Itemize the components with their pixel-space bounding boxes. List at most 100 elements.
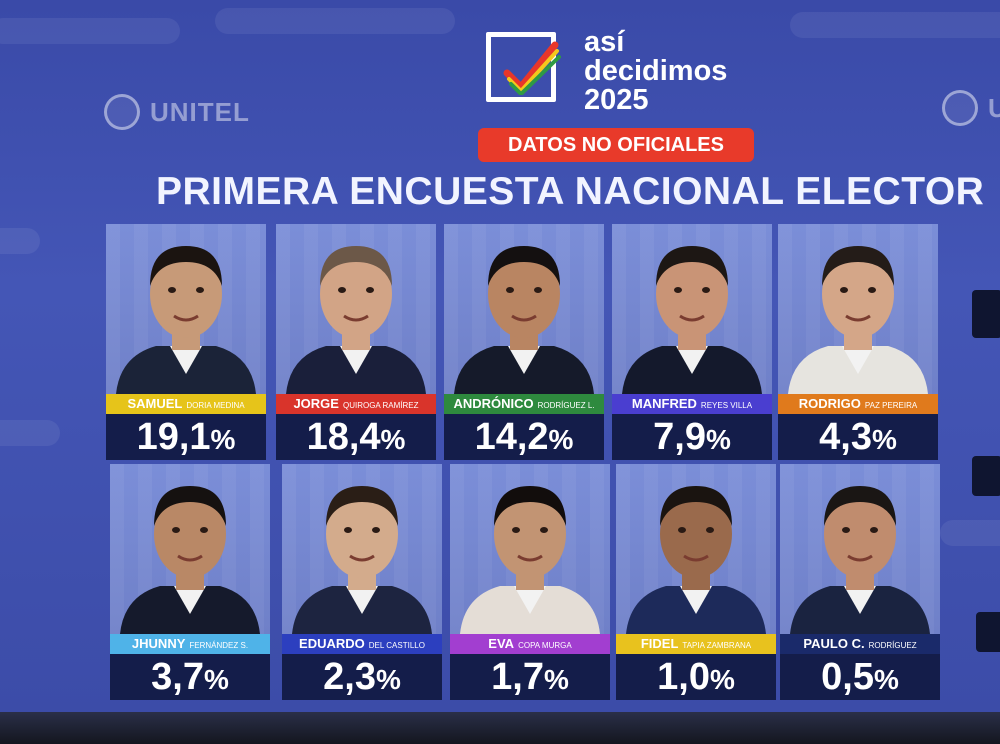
candidate-photo [276, 224, 436, 394]
candidate-last-name: DORIA MEDINA [186, 401, 245, 410]
deco-bar [790, 12, 1000, 38]
percent-sign: % [210, 424, 236, 455]
candidate-card: EDUARDO DEL CASTILLO 2,3% [282, 464, 442, 700]
candidate-photo [616, 464, 776, 634]
watermark-text: UNITEL [150, 96, 250, 127]
unitel-logo-icon [104, 94, 140, 130]
candidate-first-name: PAULO C. [803, 636, 865, 651]
candidate-percent: 1,0% [616, 654, 776, 700]
percent-value: 19,1 [136, 416, 211, 458]
unitel-watermark: UNITEL [942, 90, 1000, 126]
candidate-first-name: SAMUEL [127, 396, 183, 411]
right-edge-mark [976, 612, 1000, 652]
percent-sign: % [709, 664, 735, 695]
candidate-first-name: EDUARDO [299, 636, 365, 651]
candidate-name-bar: ANDRÓNICO RODRÍGUEZ L. [444, 394, 604, 414]
candidate-first-name: ANDRÓNICO [453, 396, 534, 411]
candidate-name-bar: RODRIGO PAZ PEREIRA [778, 394, 938, 414]
candidate-photo [612, 224, 772, 394]
candidate-percent: 19,1% [106, 414, 266, 460]
candidate-first-name: RODRIGO [798, 396, 861, 411]
candidate-last-name: PAZ PEREIRA [864, 401, 918, 410]
candidate-last-name: RODRÍGUEZ [868, 641, 917, 650]
percent-value: 14,2 [474, 416, 549, 458]
percent-value: 2,3 [323, 656, 376, 698]
candidate-photo [778, 224, 938, 394]
watermark-text: UNITEL [988, 92, 1000, 123]
candidate-name-bar: JHUNNY FERNÁNDEZ S. [110, 634, 270, 654]
right-edge-mark [972, 456, 1000, 496]
broadcast-screen: así decidimos 2025 UNITEL UNITEL DATOS N… [0, 0, 1000, 720]
deco-bar [0, 420, 60, 446]
percent-sign: % [548, 424, 574, 455]
candidate-name-bar: FIDEL TAPIA ZAMBRANA [616, 634, 776, 654]
ballot-check-icon [486, 32, 561, 102]
candidate-card: EVA COPA MURGA 1,7% [450, 464, 610, 700]
logo-line-2: decidimos [584, 55, 728, 87]
candidate-name-bar: PAULO C. RODRÍGUEZ [780, 634, 940, 654]
candidate-percent: 7,9% [612, 414, 772, 460]
candidate-percent: 3,7% [110, 654, 270, 700]
candidate-photo [282, 464, 442, 634]
right-edge-mark [972, 290, 1000, 338]
unofficial-data-badge: DATOS NO OFICIALES [478, 128, 754, 162]
candidate-first-name: JHUNNY [131, 636, 186, 651]
candidate-card: RODRIGO PAZ PEREIRA 4,3% [778, 224, 938, 460]
candidate-name-bar: EVA COPA MURGA [450, 634, 610, 654]
candidate-card: SAMUEL DORIA MEDINA 19,1% [106, 224, 266, 460]
candidate-percent: 18,4% [276, 414, 436, 460]
candidate-first-name: FIDEL [640, 636, 679, 651]
candidate-percent: 0,5% [780, 654, 940, 700]
candidate-last-name: DEL CASTILLO [368, 641, 425, 650]
percent-sign: % [873, 664, 899, 695]
deco-bar [0, 18, 180, 44]
candidate-card: MANFRED REYES VILLA 7,9% [612, 224, 772, 460]
candidate-last-name: FERNÁNDEZ S. [189, 641, 249, 650]
percent-value: 18,4 [306, 416, 381, 458]
candidate-first-name: EVA [488, 636, 515, 651]
candidate-photo [106, 224, 266, 394]
page-title: PRIMERA ENCUESTA NACIONAL ELECTOR [156, 170, 985, 213]
percent-value: 0,5 [821, 656, 874, 698]
logo-line-1: así [584, 26, 625, 58]
candidate-photo [444, 224, 604, 394]
percent-sign: % [380, 424, 406, 455]
candidate-last-name: QUIROGA RAMÍREZ [342, 401, 419, 410]
candidate-last-name: COPA MURGA [518, 641, 572, 650]
candidate-photo [780, 464, 940, 634]
logo-line-3: 2025 [584, 84, 649, 116]
logo-text: así decidimos 2025 [584, 28, 727, 115]
candidate-name-bar: MANFRED REYES VILLA [612, 394, 772, 414]
candidate-card: PAULO C. RODRÍGUEZ 0,5% [780, 464, 940, 700]
candidate-photo [110, 464, 270, 634]
candidate-name-bar: EDUARDO DEL CASTILLO [282, 634, 442, 654]
percent-sign: % [705, 424, 731, 455]
candidate-last-name: RODRÍGUEZ L. [537, 401, 595, 410]
candidate-first-name: JORGE [293, 396, 339, 411]
candidate-card: JORGE QUIROGA RAMÍREZ 18,4% [276, 224, 436, 460]
percent-value: 4,3 [819, 416, 872, 458]
candidate-name-bar: JORGE QUIROGA RAMÍREZ [276, 394, 436, 414]
candidate-last-name: TAPIA ZAMBRANA [682, 641, 752, 650]
candidate-photo [450, 464, 610, 634]
candidate-card: JHUNNY FERNÁNDEZ S. 3,7% [110, 464, 270, 700]
unitel-watermark: UNITEL [104, 94, 250, 130]
candidate-card: FIDEL TAPIA ZAMBRANA 1,0% [616, 464, 776, 700]
unitel-logo-icon [942, 90, 978, 126]
percent-value: 7,9 [653, 416, 706, 458]
percent-value: 1,0 [657, 656, 710, 698]
percent-value: 1,7 [491, 656, 544, 698]
percent-sign: % [375, 664, 401, 695]
candidate-name-bar: SAMUEL DORIA MEDINA [106, 394, 266, 414]
asi-decidimos-logo: así decidimos 2025 [482, 28, 782, 120]
candidate-first-name: MANFRED [631, 396, 697, 411]
deco-bar [940, 520, 1000, 546]
deco-bar [215, 8, 455, 34]
percent-sign: % [871, 424, 897, 455]
candidate-percent: 1,7% [450, 654, 610, 700]
percent-sign: % [543, 664, 569, 695]
percent-sign: % [203, 664, 229, 695]
percent-value: 3,7 [151, 656, 204, 698]
tv-bezel [0, 712, 1000, 744]
candidate-percent: 14,2% [444, 414, 604, 460]
